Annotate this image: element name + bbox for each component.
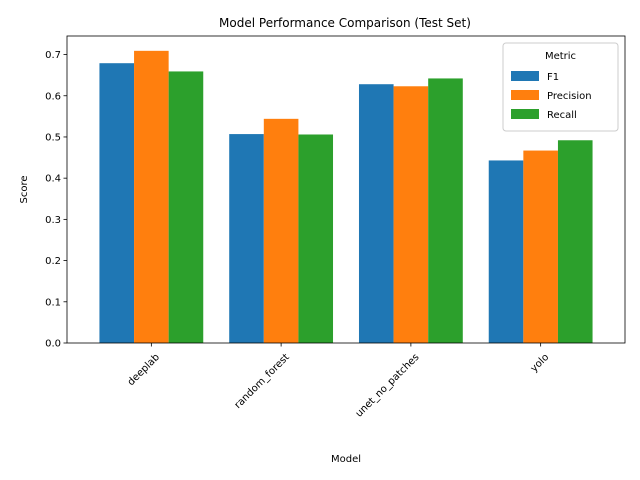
legend-swatch-precision xyxy=(511,90,539,100)
bar-unet_no_patches-f1 xyxy=(358,84,394,344)
y-tick-label: 0.1 xyxy=(45,297,61,308)
plot-frame xyxy=(66,35,626,344)
legend-swatch-f1 xyxy=(511,71,539,81)
bar-deeplab-recall xyxy=(168,71,204,343)
legend-title: Metric xyxy=(545,51,576,62)
y-axis: 0.0 0.1 0.2 0.3 0.4 0.5 0.6 0.7 xyxy=(45,50,67,350)
bar-random_forest-precision xyxy=(263,118,299,343)
legend: Metric F1 Precision Recall xyxy=(502,42,619,132)
y-tick-label: 0.7 xyxy=(45,50,61,61)
bar-deeplab-f1 xyxy=(99,63,135,343)
bar-yolo-precision xyxy=(523,150,558,343)
x-tick-label: unet_no_patches xyxy=(354,352,422,420)
bar-yolo-f1 xyxy=(488,160,524,343)
y-tick-label: 0.0 xyxy=(45,339,61,350)
y-tick-label: 0.6 xyxy=(45,91,61,102)
chart-title: Model Performance Comparison (Test Set) xyxy=(219,16,471,30)
bar-deeplab-precision xyxy=(134,50,169,343)
bars-group xyxy=(99,50,593,344)
legend-label-recall: Recall xyxy=(547,110,577,121)
y-axis-label: Score xyxy=(19,175,30,203)
y-tick-label: 0.2 xyxy=(45,256,61,267)
x-tick-label: deeplab xyxy=(126,352,162,388)
bar-unet_no_patches-precision xyxy=(393,86,429,344)
y-tick-label: 0.3 xyxy=(45,215,61,226)
legend-label-precision: Precision xyxy=(547,91,592,102)
bar-random_forest-recall xyxy=(298,134,334,343)
x-tick-label: yolo xyxy=(529,352,552,375)
x-tick-label: random_forest xyxy=(233,352,292,411)
y-tick-label: 0.5 xyxy=(45,132,61,143)
x-axis-label: Model xyxy=(331,454,361,465)
y-tick-label: 0.4 xyxy=(45,174,61,185)
bar-random_forest-f1 xyxy=(229,134,264,343)
legend-swatch-recall xyxy=(511,109,539,119)
legend-label-f1: F1 xyxy=(547,72,559,83)
x-axis: deeplab random_forest unet_no_patches yolo xyxy=(126,343,552,420)
bar-unet_no_patches-recall xyxy=(428,78,463,343)
bar-yolo-recall xyxy=(557,140,593,343)
